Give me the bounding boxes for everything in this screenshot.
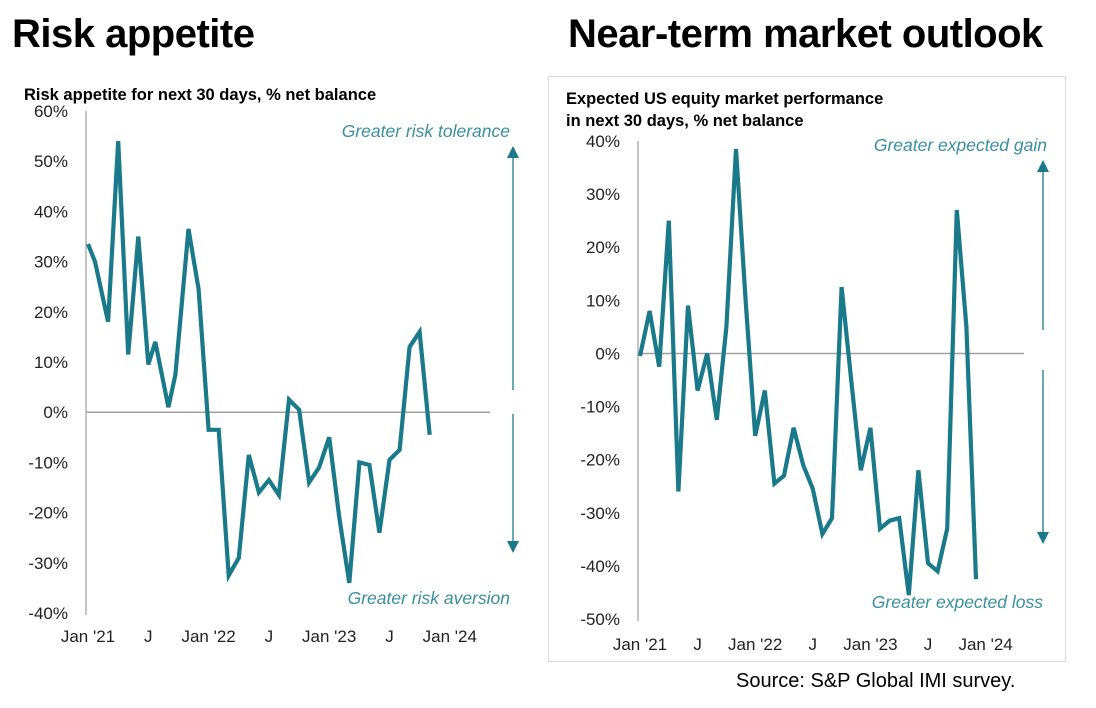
left-chart-heading: Risk appetite	[12, 12, 255, 56]
left-y-tick-label: -30%	[28, 554, 68, 573]
right-chart-title: Expected US equity market performance	[566, 90, 883, 108]
right-up-arrow-head	[1037, 160, 1049, 172]
right-y-tick-label: -10%	[580, 398, 620, 417]
right-series-line	[637, 148, 979, 596]
left-y-tick-label: -10%	[28, 453, 68, 472]
left-x-tick-label: Jan '22	[181, 627, 235, 646]
left-up-arrow-head	[507, 146, 519, 158]
left-x-tick-label: Jan '23	[302, 627, 356, 646]
left-x-tick-label: Jan '24	[423, 627, 477, 646]
left-x-tick-label: J	[144, 627, 153, 646]
right-x-tick-label: Jan '24	[958, 635, 1012, 654]
left-y-tick-label: -40%	[28, 604, 68, 623]
right-y-tick-label: -30%	[580, 504, 620, 523]
left-y-tick-label: 40%	[34, 202, 68, 221]
right-chart-title: in next 30 days, % net balance	[566, 112, 804, 130]
left-y-tick-label: 60%	[34, 102, 68, 121]
left-y-tick-label: 20%	[34, 303, 68, 322]
right-x-tick-label: J	[809, 635, 818, 654]
left-annotation-bottom: Greater risk aversion	[348, 588, 510, 608]
right-x-tick-label: Jan '21	[613, 635, 667, 654]
right-x-tick-label: Jan '22	[728, 635, 782, 654]
left-down-arrow-head	[507, 541, 519, 553]
left-y-tick-label: 0%	[43, 403, 68, 422]
left-series-line	[86, 140, 432, 584]
right-y-tick-label: -40%	[580, 557, 620, 576]
right-y-tick-label: 30%	[586, 185, 620, 204]
right-chart-panel	[548, 76, 1066, 662]
right-y-tick-label: -50%	[580, 610, 620, 629]
left-x-tick-label: J	[265, 627, 274, 646]
right-annotation-bottom: Greater expected loss	[872, 592, 1043, 612]
left-y-tick-label: 30%	[34, 253, 68, 272]
right-annotation-top: Greater expected gain	[874, 135, 1047, 155]
right-down-arrow-head	[1037, 532, 1049, 544]
left-annotation-top: Greater risk tolerance	[342, 121, 511, 141]
right-chart-heading: Near-term market outlook	[568, 12, 1043, 56]
right-x-tick-label: J	[693, 635, 702, 654]
left-chart-panel	[16, 74, 522, 662]
left-x-tick-label: Jan '21	[61, 627, 115, 646]
right-x-tick-label: Jan '23	[843, 635, 897, 654]
left-y-tick-label: 10%	[34, 353, 68, 372]
right-y-tick-label: 10%	[586, 291, 620, 310]
right-y-tick-label: -20%	[580, 451, 620, 470]
right-y-tick-label: 40%	[586, 132, 620, 151]
source-note: Source: S&P Global IMI survey.	[736, 670, 1016, 692]
right-x-tick-label: J	[924, 635, 933, 654]
left-y-tick-label: 50%	[34, 152, 68, 171]
left-chart-title: Risk appetite for next 30 days, % net ba…	[24, 86, 376, 104]
left-x-tick-label: J	[385, 627, 394, 646]
right-y-tick-label: 0%	[595, 344, 620, 363]
right-y-tick-label: 20%	[586, 238, 620, 257]
left-y-tick-label: -20%	[28, 504, 68, 523]
